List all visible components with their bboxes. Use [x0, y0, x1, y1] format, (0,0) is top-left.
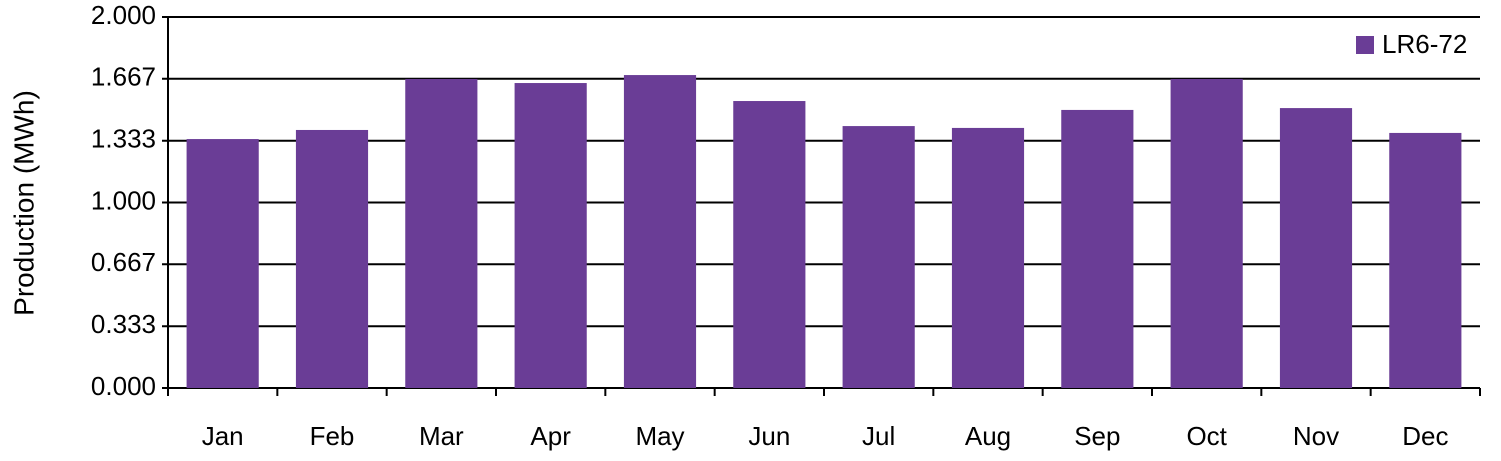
bar — [733, 101, 806, 389]
x-tick-label: Aug — [965, 421, 1011, 451]
y-tick-label: 0.667 — [91, 247, 156, 277]
bar — [1061, 109, 1134, 389]
y-tick-label: 1.333 — [91, 124, 156, 154]
bar — [951, 127, 1025, 388]
legend-label: LR6-72 — [1382, 29, 1467, 59]
x-tick-label: Sep — [1074, 421, 1120, 451]
y-tick-label: 0.333 — [91, 309, 156, 339]
x-tick-label: Mar — [419, 421, 464, 451]
x-tick-label: Apr — [530, 421, 571, 451]
y-tick-label: 1.667 — [91, 62, 156, 92]
bar — [405, 78, 478, 388]
bar — [842, 126, 915, 388]
bar — [1389, 132, 1462, 388]
x-tick-label: Nov — [1293, 421, 1339, 451]
bar — [623, 75, 697, 389]
x-tick-label: Jan — [202, 421, 244, 451]
bar — [1279, 108, 1353, 388]
x-tick-label: Jul — [862, 421, 895, 451]
x-tick-label: May — [635, 421, 684, 451]
x-tick-label: Feb — [310, 421, 355, 451]
bar — [1170, 78, 1243, 388]
y-tick-label: 0.000 — [91, 371, 156, 401]
bar — [514, 83, 587, 389]
y-tick-label: 1.000 — [91, 185, 156, 215]
x-tick-label: Oct — [1186, 421, 1227, 451]
x-tick-label: Dec — [1402, 421, 1448, 451]
x-tick-label: Jun — [748, 421, 790, 451]
legend-swatch — [1356, 36, 1374, 54]
y-axis-title: Production (MWh) — [8, 90, 39, 316]
bar — [295, 129, 369, 389]
y-tick-label: 2.000 — [91, 0, 156, 30]
bar — [186, 139, 259, 388]
